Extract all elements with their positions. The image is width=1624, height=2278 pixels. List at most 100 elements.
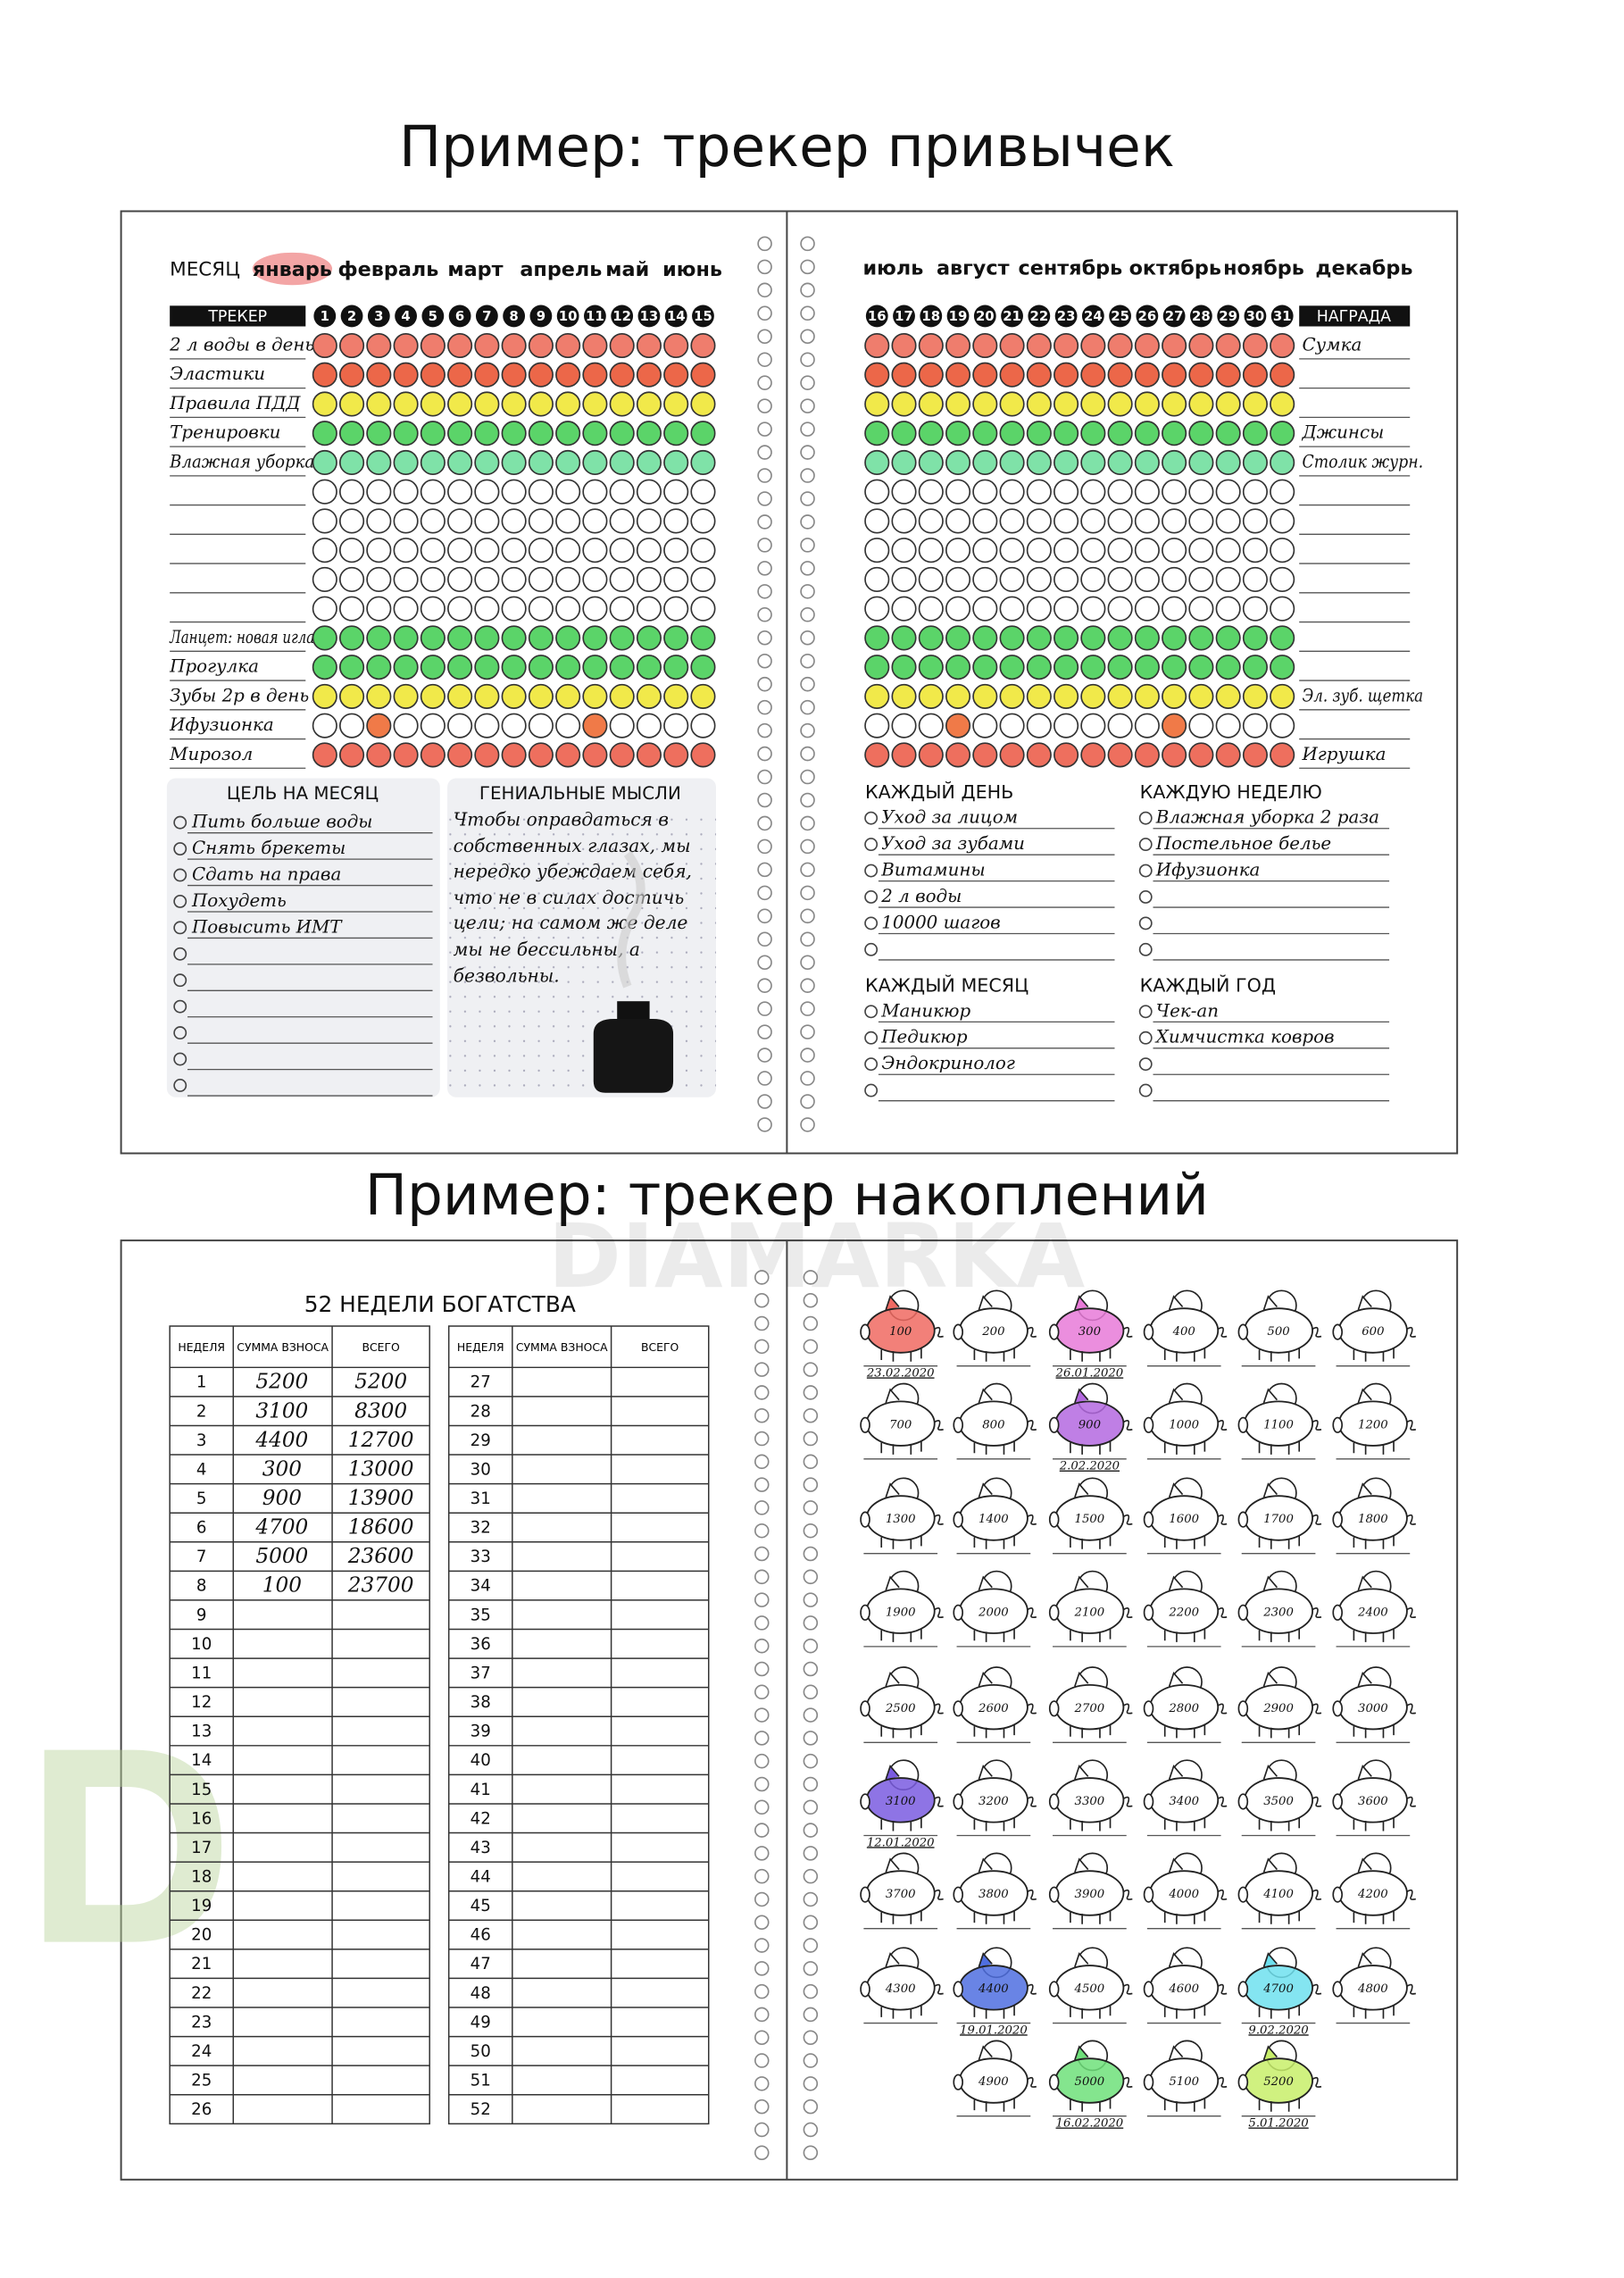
week: 6 [196, 1519, 207, 1538]
piggy-snout [953, 1700, 963, 1717]
habit-cell [999, 479, 1025, 505]
habit-cell [447, 449, 473, 476]
week: 15 [191, 1781, 212, 1799]
ring [800, 305, 815, 321]
ring [803, 1915, 819, 1931]
habit-cell [891, 421, 917, 446]
piggy-value: 1500 [1075, 1513, 1105, 1526]
week: 8 [196, 1577, 207, 1596]
habit-cell [447, 713, 473, 738]
ring [754, 2030, 770, 2046]
week: 7 [196, 1548, 207, 1566]
piggy [1332, 1759, 1416, 1832]
habit-cell [582, 332, 608, 359]
ring [754, 1270, 770, 1285]
piggy-legs [1258, 1796, 1322, 1832]
habit-cell [420, 332, 446, 359]
piggy-snout [1332, 1511, 1343, 1528]
piggy-legs [1163, 1796, 1228, 1832]
habit-cell [1054, 479, 1079, 505]
habit-cell [555, 421, 581, 446]
piggy-ear [1074, 1952, 1089, 1967]
habit-cell [999, 449, 1025, 476]
habit-cell [690, 655, 716, 680]
habit-cell [474, 508, 500, 534]
habit-cell [339, 713, 365, 738]
week: 5 [196, 1489, 207, 1508]
week: 9 [196, 1606, 207, 1624]
reward: Эл. зуб. щетка [1303, 685, 1424, 705]
habit-cell [312, 625, 337, 651]
habit-cell [1134, 332, 1160, 359]
habit-cell [1188, 742, 1214, 768]
ring [757, 1047, 772, 1063]
month: ноябрь [1223, 257, 1304, 280]
piggy-legs [1258, 1889, 1322, 1924]
habit-cell [1188, 332, 1214, 359]
habit-cell [501, 566, 527, 592]
habit-cell [663, 655, 689, 680]
habit-cell [1054, 713, 1079, 738]
ring [803, 2145, 819, 2160]
habit-cell [339, 449, 365, 476]
piggy [1237, 2040, 1322, 2112]
ring [800, 839, 815, 855]
ring [803, 1385, 819, 1400]
habit-cell [339, 683, 365, 709]
habit-cell [1162, 683, 1187, 709]
week: 24 [191, 2042, 212, 2061]
habit-cell [1270, 566, 1295, 592]
week: 48 [471, 1984, 491, 2003]
habit-cell [972, 449, 998, 476]
habit-cell [999, 391, 1025, 417]
piggy [860, 1477, 944, 1549]
piggy [860, 1289, 944, 1362]
piggy-snout [953, 1981, 963, 1998]
habit-cell [393, 566, 419, 592]
ring [800, 792, 815, 808]
habit-cell [501, 449, 527, 476]
ring [754, 1707, 770, 1723]
ring [757, 398, 772, 413]
header-cell: СУММА ВЗНОСА [237, 1340, 329, 1354]
habit-cell [1134, 683, 1160, 709]
day-badge [340, 305, 363, 328]
habit-cell [366, 391, 392, 417]
habit-cell [366, 479, 392, 505]
habit-cell [420, 655, 446, 680]
habit-cell [420, 421, 446, 446]
habit-cell [636, 596, 662, 622]
week: 46 [471, 1926, 491, 1945]
habit-cell [1242, 596, 1268, 622]
piggy [1143, 2040, 1228, 2112]
checkbox [1138, 1083, 1153, 1097]
ring [757, 746, 772, 762]
piggy-ear [1168, 1952, 1184, 1967]
ring [803, 1938, 819, 1953]
ring [803, 1799, 819, 1815]
piggy-value: 3900 [1075, 1888, 1105, 1901]
day-badge [367, 305, 390, 328]
piggy-snout [1237, 1604, 1249, 1621]
habit-cell [1270, 421, 1295, 446]
habit-cell [945, 683, 971, 709]
piggy-ear [885, 1295, 900, 1311]
habit-cell [1188, 508, 1214, 534]
table-header: ВСЕГО [640, 1339, 679, 1354]
piggy-date: 23.02.2020 [866, 1366, 935, 1380]
habit-cell [501, 391, 527, 417]
habit-cell [636, 683, 662, 709]
task: Уход за лицом [881, 807, 1018, 828]
piggy-value: 1200 [1358, 1418, 1388, 1431]
habit-cell [447, 391, 473, 417]
ring [757, 445, 772, 460]
ring [800, 978, 815, 993]
piggy-value: 2800 [1168, 1702, 1199, 1715]
piggy-value: 2200 [1168, 1606, 1199, 1619]
month: сентябрь [1019, 257, 1123, 280]
habit-cell [609, 655, 635, 680]
piggy-snout [1237, 1323, 1249, 1340]
habit-cell [528, 683, 554, 709]
ring [803, 1523, 819, 1539]
habit-cell [339, 538, 365, 563]
